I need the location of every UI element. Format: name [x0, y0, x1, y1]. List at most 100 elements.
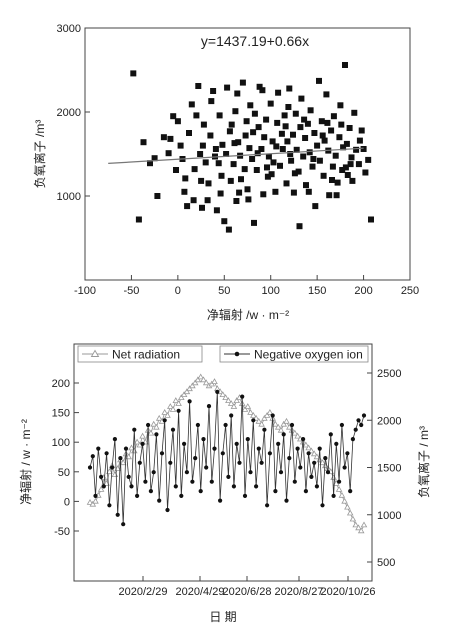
negative-oxygen-ion-point [314, 484, 319, 489]
negative-oxygen-ion-point [298, 465, 303, 470]
timeseries-right-y-tick-label: 1000 [377, 510, 401, 522]
net-radiation-point [357, 527, 365, 534]
scatter-point [281, 112, 288, 119]
scatter-point [290, 189, 297, 196]
scatter-point [356, 137, 363, 144]
negative-oxygen-ion-point [301, 437, 306, 442]
negative-oxygen-ion-point [176, 408, 181, 413]
scatter-point [221, 218, 228, 225]
net-radiation-point [197, 373, 204, 380]
scatter-x-tick-label: 250 [401, 285, 419, 297]
negative-oxygen-ion-point [209, 479, 214, 484]
timeseries-x-tick-label: 2020/8/27 [275, 586, 324, 598]
negative-oxygen-ion-point [121, 522, 126, 527]
scatter-x-tick-label: 100 [262, 285, 280, 297]
negative-oxygen-ion-point [226, 474, 231, 479]
legend-negative-oxygen-ion: Negative oxygen ion [219, 345, 369, 363]
negative-oxygen-ion-point [328, 432, 333, 437]
net-radiation-point [211, 378, 218, 385]
scatter-point [202, 159, 209, 166]
negative-oxygen-ion-point [267, 451, 272, 456]
scatter-y-tick-label: 1000 [57, 191, 81, 203]
scatter-point [241, 166, 248, 173]
timeseries-left-y-tick-label: 200 [52, 378, 70, 390]
timeseries-x-tick-label: 2020/6/28 [223, 586, 272, 598]
negative-oxygen-ion-point [132, 427, 137, 432]
timeseries-x-tick-label: 2020/2/29 [119, 586, 168, 598]
negative-oxygen-ion-point [187, 399, 192, 404]
scatter-point [319, 132, 326, 139]
net-radiation-point [305, 444, 312, 451]
scatter-point [254, 150, 261, 157]
negative-oxygen-ion-point [218, 498, 223, 503]
scatter-point [199, 204, 205, 211]
negative-oxygen-ion-point [151, 470, 156, 475]
scatter-point [298, 95, 305, 102]
scatter-point [311, 130, 318, 136]
negative-oxygen-ion-point [212, 446, 217, 451]
negative-oxygen-ion-point [292, 479, 297, 484]
scatter-point [218, 172, 225, 179]
scatter-point [332, 152, 339, 159]
negative-oxygen-ion-point [325, 470, 331, 475]
scatter-point [177, 142, 184, 149]
net-radiation-point [227, 400, 235, 406]
scatter-point [316, 157, 323, 164]
scatter-point [217, 190, 224, 197]
net-radiation-point [346, 509, 354, 516]
negative-oxygen-ion-point [276, 441, 281, 446]
scatter-point [303, 182, 309, 189]
scatter-point [235, 139, 242, 146]
scatter-point [272, 188, 279, 195]
negative-oxygen-ion-point [118, 456, 123, 461]
scatter-point [250, 129, 257, 136]
negative-oxygen-ion-point [115, 512, 120, 517]
scatter-point [340, 144, 347, 151]
net-radiation-point [175, 400, 182, 406]
net-radiation-point [153, 423, 160, 430]
scatter-point [285, 104, 292, 110]
net-radiation-point [89, 500, 97, 507]
scatter-point [244, 186, 251, 193]
negative-oxygen-ion-point [251, 418, 256, 423]
scatter-point [251, 219, 257, 226]
net-radiation-point [200, 376, 207, 383]
net-radiation-point [222, 394, 229, 401]
scatter-point [258, 146, 265, 152]
negative-oxygen-ion-point [170, 427, 176, 432]
negative-oxygen-ion-point [303, 489, 308, 494]
scatter-point [328, 127, 335, 134]
timeseries-left-y-tick-label: 100 [52, 437, 70, 449]
net-radiation-point [178, 394, 185, 401]
scatter-point [174, 118, 181, 125]
scatter-point [339, 167, 346, 173]
scatter-point [274, 119, 281, 126]
scatter-point [275, 89, 282, 96]
net-radiation-point [183, 388, 191, 395]
net-radiation-point [250, 411, 257, 418]
scatter-point [336, 134, 343, 141]
negative-oxygen-ion-point [129, 484, 134, 489]
scatter-x-tick-label: 150 [308, 285, 326, 297]
timeseries-chart: Net radiation Negative oxygen ion 2020/2… [18, 343, 431, 624]
scatter-point [223, 151, 230, 157]
scatter-point [253, 167, 260, 173]
legend-net-radiation-box [77, 345, 203, 363]
scatter-point [267, 100, 274, 107]
negative-oxygen-ion-point [159, 451, 165, 456]
net-radiation-point [313, 453, 321, 460]
negative-oxygen-ion-point [190, 479, 195, 484]
scatter-y-axis-title: 负氧离子 /m³ [32, 120, 47, 189]
negative-oxygen-ion-point [256, 446, 261, 451]
negative-oxygen-ion-point [137, 460, 142, 465]
scatter-point [297, 124, 304, 131]
negative-oxygen-ion-point [154, 432, 159, 437]
net-radiation-point [291, 429, 299, 436]
scatter-point [255, 124, 262, 131]
negative-oxygen-ion-point [126, 474, 131, 479]
net-radiation-point [128, 444, 135, 451]
scatter-x-tick-label: 50 [218, 285, 230, 297]
net-radiation-point [261, 414, 268, 421]
scatter-point [306, 149, 313, 156]
negative-oxygen-ion-point [317, 446, 322, 451]
